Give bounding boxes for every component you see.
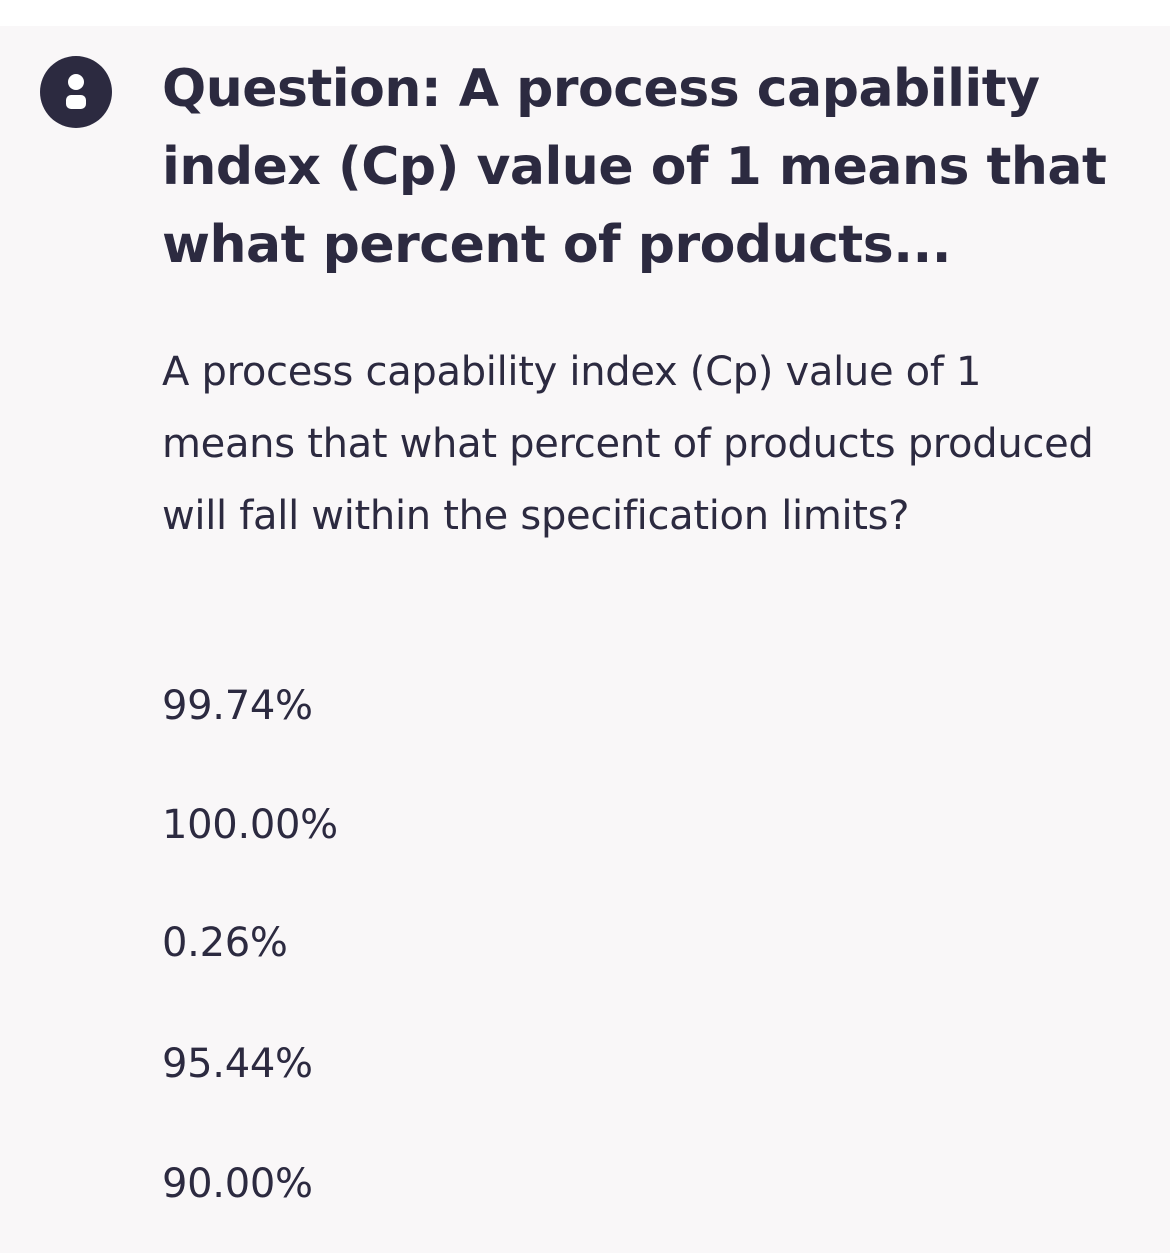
answer-option-4[interactable]: 95.44%	[162, 1041, 313, 1087]
question-title: Question: A process capability index (Cp…	[162, 59, 1107, 275]
question-body: A process capability index (Cp) value of…	[162, 349, 1094, 539]
user-avatar-icon	[40, 56, 112, 128]
answer-option-2[interactable]: 100.00%	[162, 802, 338, 848]
question-card: Question: A process capability index (Cp…	[0, 26, 1170, 1253]
answer-option-5[interactable]: 90.00%	[162, 1161, 313, 1207]
answer-option-1[interactable]: 99.74%	[162, 683, 313, 729]
answer-option-3[interactable]: 0.26%	[162, 920, 288, 966]
